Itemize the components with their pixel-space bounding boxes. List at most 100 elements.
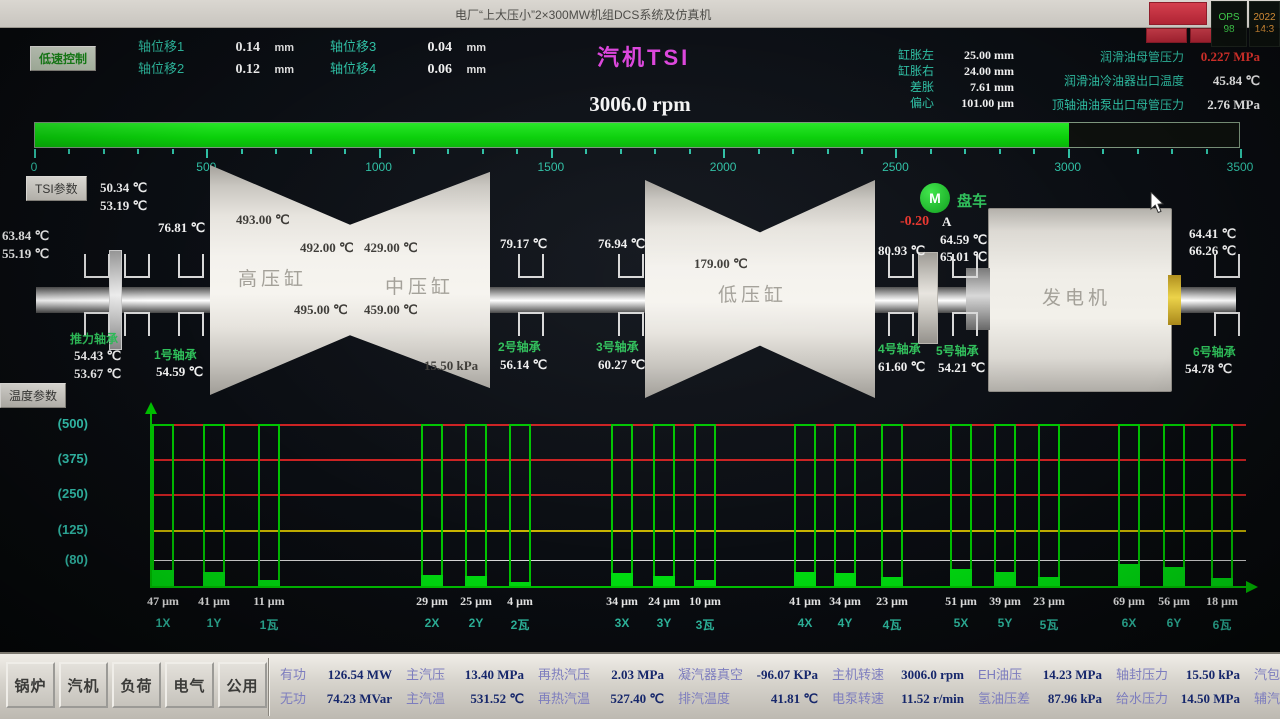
measurement-value: 76.81 ℃	[158, 220, 206, 235]
exciter-coupling	[1168, 275, 1181, 325]
status-cell: 辅汽压力0.60 MPa	[1254, 688, 1280, 707]
speed-scale-tick	[585, 149, 588, 154]
speed-bar-fill	[35, 123, 1070, 147]
speed-scale-tick	[757, 149, 760, 154]
status-value: 87.96 kPa	[1047, 691, 1102, 706]
speed-control-button[interactable]: 低速控制	[30, 46, 97, 71]
measurement-value: 15.50 kPa	[424, 358, 479, 373]
status-value: 13.40 MPa	[464, 667, 524, 682]
vibration-bar	[694, 424, 716, 586]
displacement-label: 轴位移1	[138, 39, 185, 54]
vibration-point-label: 3X	[614, 616, 630, 630]
vibration-point-label: 5X	[953, 616, 969, 630]
status-row: 无功 74.23 MVar 主汽温 531.52 ℃ 再热汽温 527.40 ℃ 排汽温度 4…	[280, 688, 1280, 707]
speed-scale-label: 1500	[537, 160, 565, 174]
status-cell: 轴封压力 15.50 kPa	[1116, 664, 1254, 683]
speed-scale-label: 500	[196, 160, 217, 174]
speed-scale-label: 2000	[709, 160, 737, 174]
measurement-value: 50.34 ℃	[100, 180, 148, 195]
displacement-value: 0.04	[427, 40, 453, 55]
measurement-value: 54.43 ℃	[74, 348, 122, 363]
bearing-bracket-icon	[952, 254, 978, 278]
window-titlebar: 电厂“上大压小”2×300MW机组DCS系统及仿真机	[0, 0, 1280, 28]
status-cell: 无功 74.23 MVar	[280, 688, 406, 707]
vibration-bar	[794, 424, 816, 586]
expansion-value: 24.00 mm	[964, 64, 1014, 78]
status-label: 再热汽温	[538, 691, 591, 706]
status-cell: 主汽温 531.52 ℃	[406, 688, 538, 707]
shaft-coupling	[918, 252, 938, 344]
axis-tick-label: (375)	[57, 451, 88, 466]
threshold-line	[152, 560, 1246, 561]
displacement-label: 轴位移2	[138, 61, 185, 76]
vibration-value-label: 34 μm	[606, 594, 638, 608]
displacement-unit: mm	[274, 64, 294, 76]
nav-button-汽机[interactable]: 汽机	[59, 662, 108, 708]
status-label: 轴封压力	[1116, 667, 1169, 682]
displacement-row: 轴位移4 0.06 mm	[330, 58, 486, 80]
status-value: 126.54 MW	[327, 667, 392, 682]
vibration-point-label: 1Y	[206, 616, 222, 630]
expansion-label: 偏心	[909, 96, 934, 110]
vibration-point-label: 2X	[424, 616, 440, 630]
measurement-value: 492.00 ℃	[300, 240, 354, 255]
oil-row: 顶轴油油泵出口母管压力 2.76 MPa	[1028, 96, 1260, 120]
measurement-value: 53.19 ℃	[100, 198, 148, 213]
speed-bar	[34, 122, 1240, 148]
bearing-bracket-icon	[618, 254, 644, 278]
vibration-bar-fill	[950, 569, 972, 586]
status-cell: 再热汽温 527.40 ℃	[538, 688, 678, 707]
speed-scale-tick	[240, 149, 243, 154]
nav-button-公用[interactable]: 公用	[218, 662, 267, 708]
component-label: 发电机	[1042, 288, 1112, 309]
temperature-params-button[interactable]: 温度参数	[0, 383, 67, 408]
vibration-value-label: 41 μm	[789, 594, 821, 608]
vibration-point-label: 3瓦	[695, 618, 715, 632]
vibration-bar-fill	[694, 580, 716, 586]
speed-scale-tick	[447, 149, 450, 154]
speed-scale-tick	[1205, 149, 1208, 154]
displacement-value: 0.12	[235, 62, 261, 77]
status-label: 汽包水位	[1254, 667, 1280, 682]
ops-value: 98	[1223, 24, 1235, 35]
vibration-bar-fill	[509, 582, 531, 586]
vibration-point-label: 2瓦	[510, 618, 530, 632]
measurement-value: 459.00 ℃	[364, 302, 418, 317]
tsi-params-button[interactable]: TSI参数	[26, 176, 87, 201]
speed-scale-label: 3500	[1226, 160, 1254, 174]
status-row: 有功 126.54 MW 主汽压 13.40 MPa 再热汽压 2.03 MPa 凝汽器真空…	[280, 664, 1280, 683]
vibration-bar	[834, 424, 856, 586]
vibration-bar-fill	[653, 576, 675, 586]
vibration-value-label: 10 μm	[689, 594, 721, 608]
nav-button-锅炉[interactable]: 锅炉	[6, 662, 55, 708]
measurement-value: 80.93 ℃	[878, 243, 926, 258]
nav-button-负荷[interactable]: 负荷	[112, 662, 161, 708]
vibration-point-label: 4瓦	[882, 618, 902, 632]
status-label: 再热汽压	[538, 667, 591, 682]
vibration-bar	[653, 424, 675, 586]
vibration-value-label: 39 μm	[989, 594, 1021, 608]
bearing-bracket-icon	[888, 312, 914, 336]
measurement-value: 79.17 ℃	[500, 236, 548, 251]
vibration-bar	[1211, 424, 1233, 586]
component-label: 中压缸	[385, 277, 455, 298]
vibration-point-label: 6Y	[1166, 616, 1182, 630]
oil-label: 顶轴油油泵出口母管压力	[1051, 98, 1184, 112]
generator-body	[988, 208, 1172, 392]
speed-scale-tick	[688, 149, 691, 154]
threshold-line	[152, 459, 1246, 461]
displacement-row: 轴位移1 0.14 mm	[138, 36, 294, 58]
nav-button-电气[interactable]: 电气	[165, 662, 214, 708]
speed-scale-tick	[1102, 149, 1105, 154]
measurement-value: 53.67 ℃	[74, 366, 122, 381]
oil-row: 润滑油母管压力 0.227 MPa	[1028, 48, 1260, 72]
displacement-unit: mm	[466, 42, 486, 54]
status-label: 无功	[280, 691, 307, 706]
oil-value: 0.227 MPa	[1200, 49, 1260, 64]
speed-readout: 3006.0 rpm	[589, 92, 691, 116]
speed-scale-tick	[1171, 149, 1174, 154]
vibration-bar-fill	[881, 577, 903, 586]
vibration-value-label: 24 μm	[648, 594, 680, 608]
alarm-tile	[1149, 2, 1207, 25]
clock-date: 2022	[1253, 12, 1276, 23]
